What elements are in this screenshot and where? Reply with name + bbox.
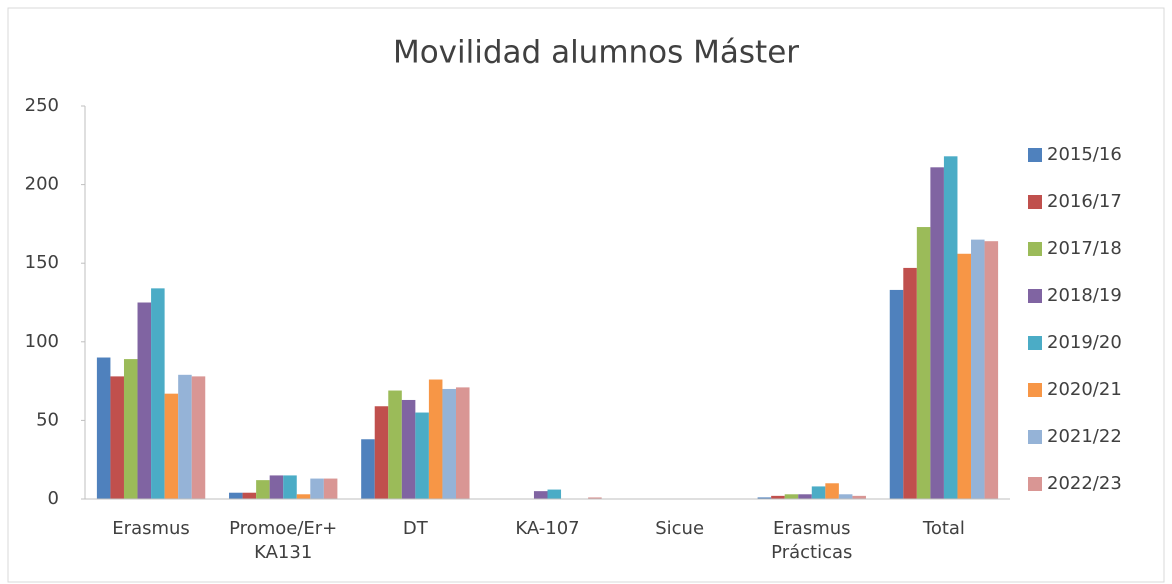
bar <box>825 483 839 499</box>
bar <box>533 491 548 499</box>
x-tick-label: Sicue <box>655 518 705 539</box>
legend-label: 2018/19 <box>1047 285 1122 306</box>
bar <box>811 486 826 499</box>
legend-swatch <box>1028 383 1042 397</box>
y-tick-label: 250 <box>25 95 59 116</box>
bar <box>229 492 243 499</box>
bar <box>930 167 944 500</box>
y-tick-label: 0 <box>48 488 59 509</box>
bar <box>310 478 324 499</box>
bar <box>178 374 192 499</box>
bar <box>388 390 402 499</box>
bar <box>771 495 785 499</box>
legend-label: 2019/20 <box>1047 332 1122 353</box>
bar <box>757 497 772 499</box>
x-tick-label: Total <box>922 518 965 539</box>
legend-label: 2021/22 <box>1047 426 1122 447</box>
bar <box>442 388 456 499</box>
bar <box>455 387 470 499</box>
bar <box>547 489 562 499</box>
bar <box>401 399 416 499</box>
bar <box>151 288 165 499</box>
bar <box>889 289 904 499</box>
bar <box>283 475 297 499</box>
x-tick-label: DT <box>402 518 428 539</box>
bar <box>838 494 853 499</box>
legend-swatch <box>1028 336 1042 350</box>
bar <box>296 494 311 499</box>
legend-label: 2020/21 <box>1047 379 1122 400</box>
bar <box>164 393 179 499</box>
bar <box>242 492 257 499</box>
legend-label: 2015/16 <box>1047 144 1122 165</box>
legend-label: 2017/18 <box>1047 238 1122 259</box>
chart-title: Movilidad alumnos Máster <box>393 35 799 71</box>
x-tick-label: Promoe/Er+ KA131 <box>229 518 338 563</box>
x-tick-label: KA-107 <box>515 518 580 539</box>
legend-swatch <box>1028 195 1042 209</box>
legend-swatch <box>1028 477 1042 491</box>
bar <box>943 156 958 499</box>
bar <box>191 376 206 499</box>
bar <box>123 359 138 499</box>
bar <box>428 379 443 499</box>
x-tick-label: Erasmus <box>112 518 190 539</box>
legend-swatch <box>1028 289 1042 303</box>
legend-swatch <box>1028 242 1042 256</box>
bar <box>137 302 152 499</box>
y-tick-label: 200 <box>25 174 59 195</box>
legend-swatch <box>1028 430 1042 444</box>
legend-label: 2022/23 <box>1047 473 1122 494</box>
y-tick-label: 50 <box>36 409 59 430</box>
bar <box>415 412 429 499</box>
bar <box>374 406 389 499</box>
bar <box>916 227 931 499</box>
y-tick-label: 100 <box>25 331 59 352</box>
y-tick-label: 150 <box>25 252 59 273</box>
bar <box>852 495 866 499</box>
bar <box>256 480 270 499</box>
legend-label: 2016/17 <box>1047 191 1122 212</box>
bar <box>269 475 284 499</box>
bar <box>110 376 124 499</box>
bar <box>784 494 799 499</box>
bar <box>323 478 338 499</box>
bar <box>957 253 972 499</box>
x-tick-label: Erasmus Prácticas <box>771 518 853 563</box>
bar <box>588 497 602 499</box>
bar <box>984 241 999 499</box>
bar <box>96 357 111 499</box>
bar <box>903 267 917 499</box>
bar <box>971 239 985 499</box>
bar <box>361 439 375 499</box>
bar <box>798 494 812 499</box>
legend-swatch <box>1028 148 1042 162</box>
